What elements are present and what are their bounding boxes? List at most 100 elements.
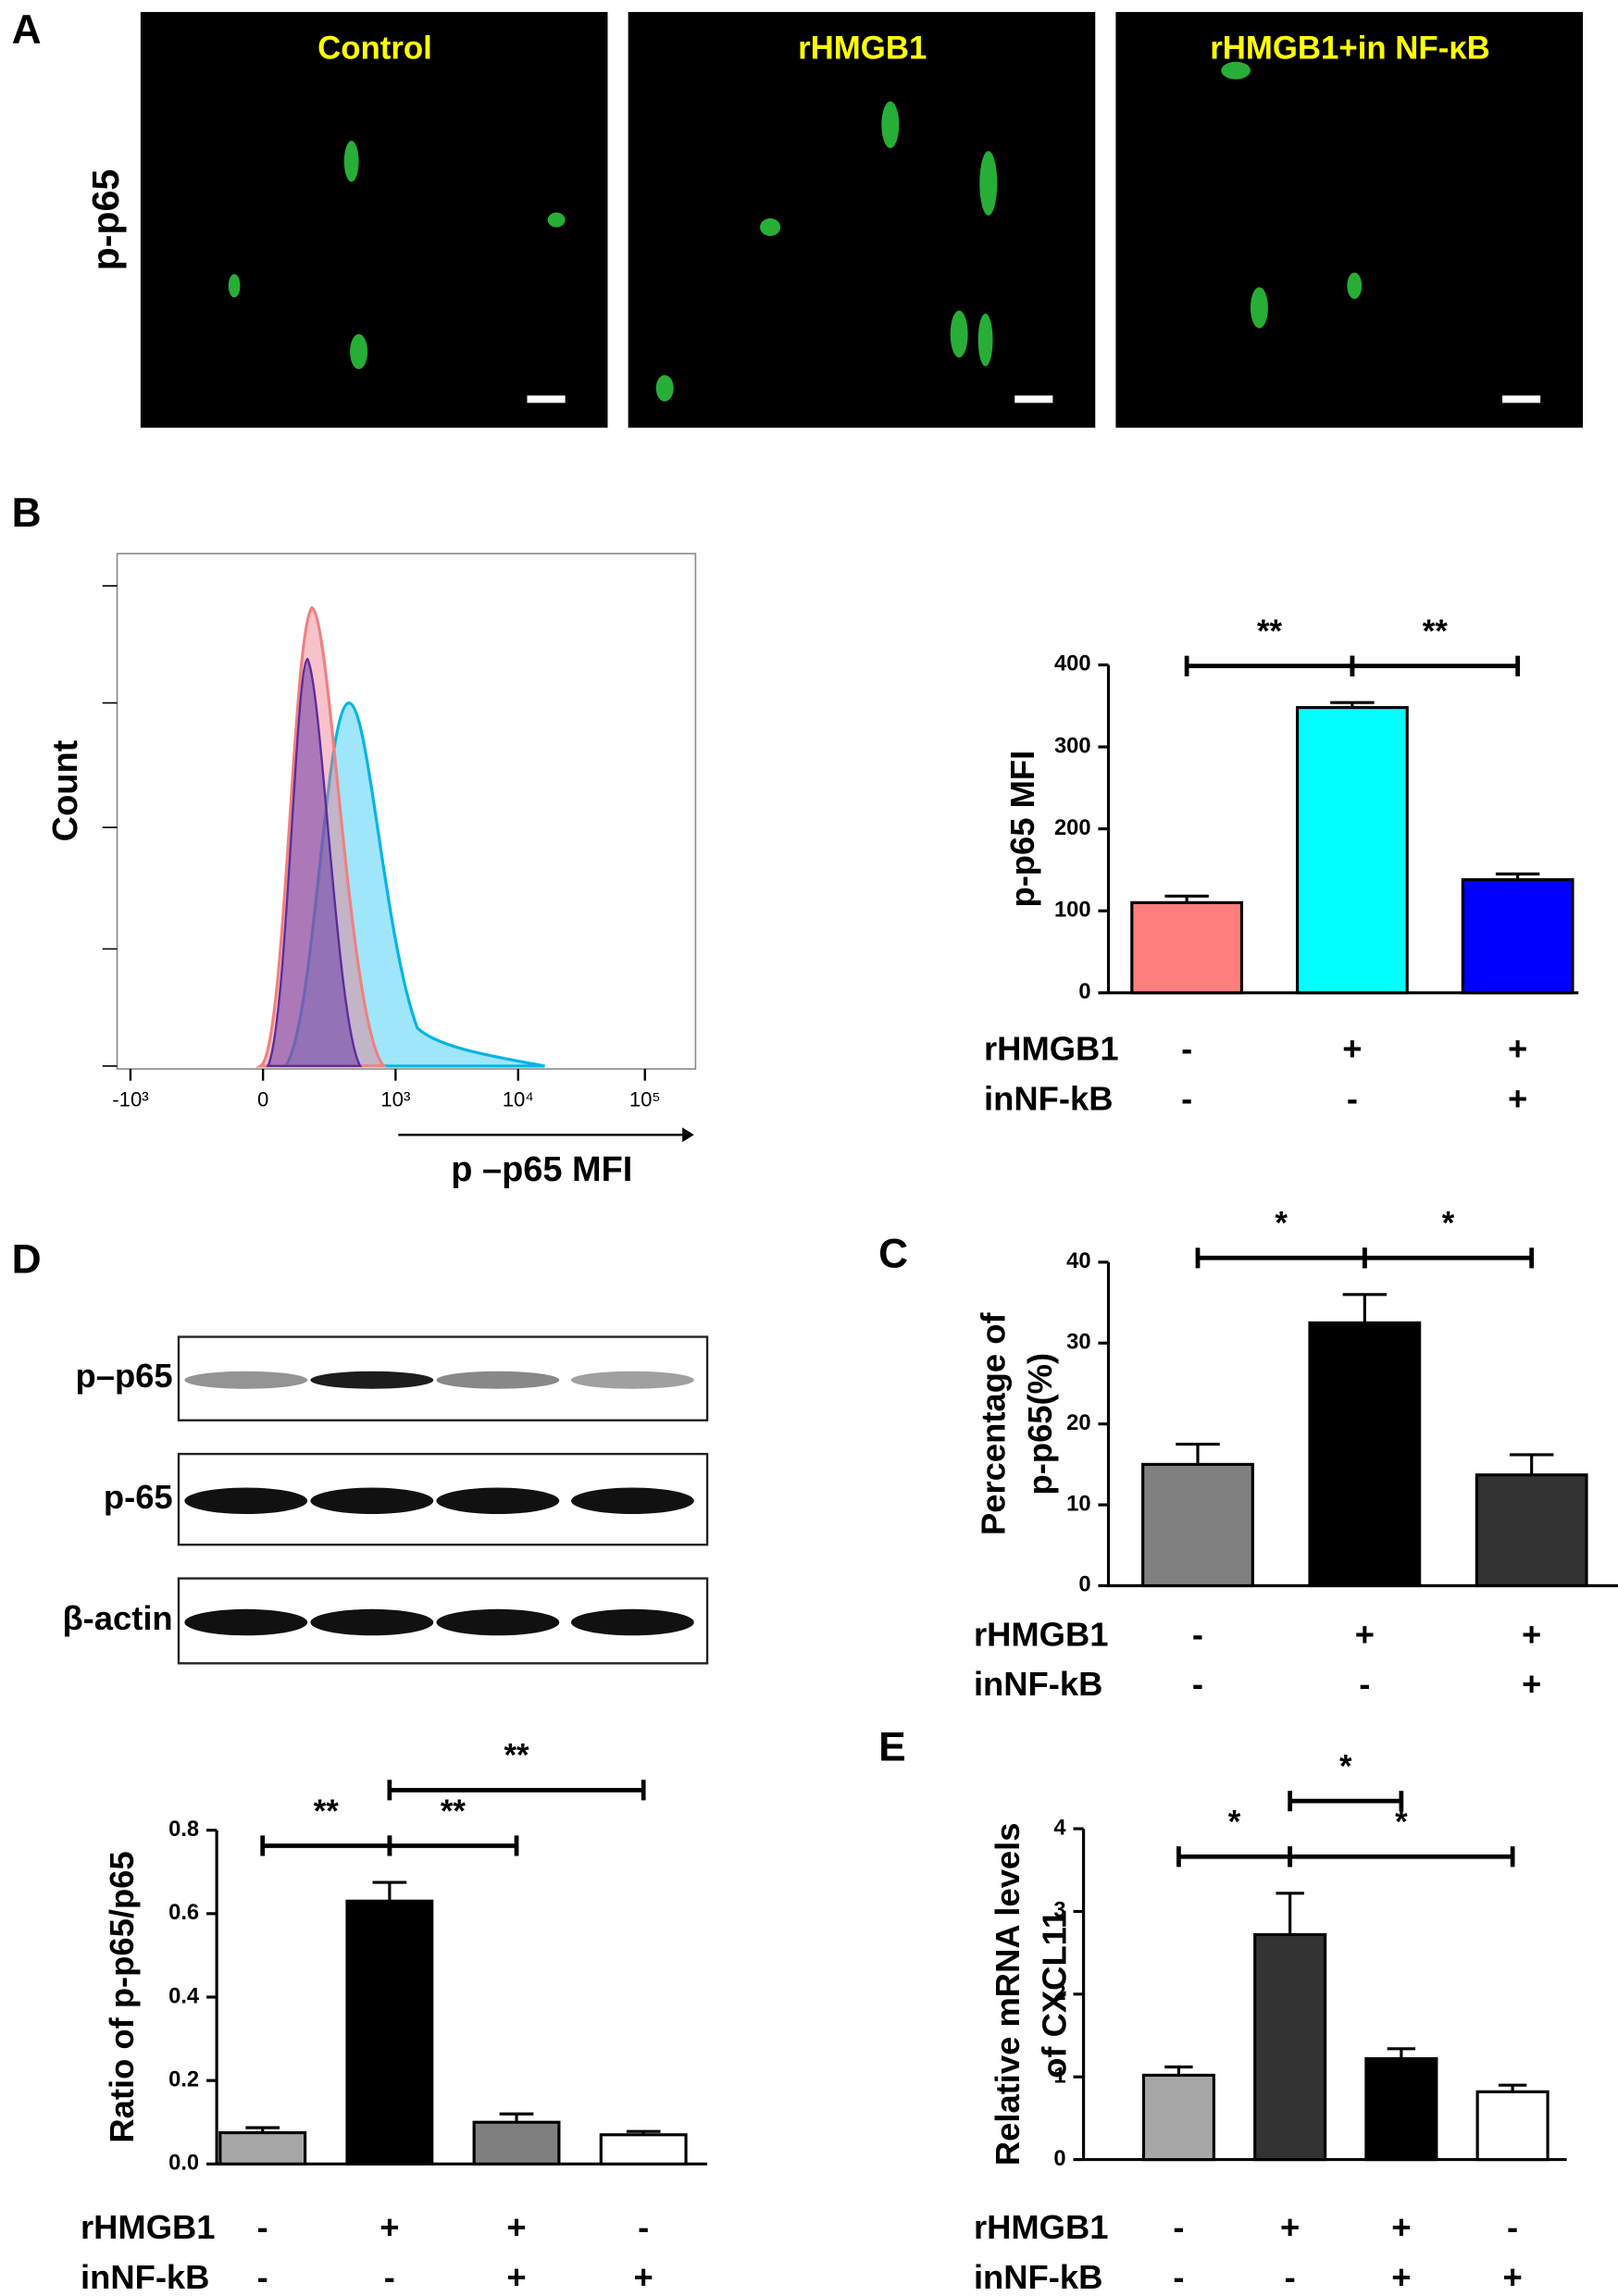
condition-value: + bbox=[1522, 1665, 1541, 1703]
y-tick-label: 0.6 bbox=[168, 1901, 199, 1925]
error-bar bbox=[1509, 1453, 1554, 1475]
scale-bar bbox=[1014, 395, 1053, 403]
bar bbox=[1461, 877, 1574, 995]
blot-band bbox=[436, 1608, 560, 1636]
significance-label: ** bbox=[1423, 614, 1449, 650]
condition-name: inNF-kB bbox=[974, 1665, 1102, 1703]
x-tick-label: -10³ bbox=[112, 1088, 148, 1111]
y-tick-label: 400 bbox=[1054, 652, 1091, 676]
significance-bracket bbox=[1195, 1247, 1367, 1269]
y-tick-label: 1 bbox=[1053, 2064, 1065, 2088]
bar bbox=[1141, 2073, 1215, 2162]
significance-label: ** bbox=[441, 1793, 467, 1830]
y-axis-label: Count bbox=[46, 739, 85, 841]
significance-label: * bbox=[1339, 1749, 1352, 1785]
significance-bracket bbox=[1362, 1247, 1535, 1269]
blot-band bbox=[184, 1371, 308, 1389]
y-tick-label: 20 bbox=[1066, 1411, 1090, 1435]
significance-bracket bbox=[1184, 655, 1355, 676]
blot-band bbox=[310, 1608, 434, 1636]
x-axis-label: p –p65 MFI bbox=[451, 1150, 632, 1189]
fluorescence-spot bbox=[343, 141, 359, 182]
significance-label: * bbox=[1228, 1805, 1241, 1841]
significance-bracket bbox=[1176, 1846, 1293, 1868]
bar bbox=[472, 2120, 561, 2166]
x-tick-label: 0 bbox=[257, 1088, 268, 1111]
fluorescence-spot bbox=[655, 375, 674, 402]
bar bbox=[1141, 1462, 1254, 1588]
image-title: rHMGB1+in NF-κB bbox=[1210, 30, 1490, 66]
condition-name: inNF-kB bbox=[974, 2258, 1102, 2296]
condition-value: + bbox=[1391, 2208, 1411, 2246]
condition-value: + bbox=[1508, 1079, 1527, 1117]
y-tick-label: 4 bbox=[1053, 1816, 1066, 1840]
condition-value: + bbox=[1522, 1615, 1541, 1653]
significance-label: ** bbox=[314, 1793, 340, 1830]
error-bar bbox=[1176, 1442, 1220, 1465]
y-axis-label: Relative mRNA levels bbox=[989, 1823, 1027, 2166]
condition-value: + bbox=[634, 2258, 653, 2296]
condition-value: - bbox=[1507, 2208, 1518, 2246]
panel-label: D bbox=[12, 1237, 42, 1283]
condition-name: inNF-kB bbox=[984, 1079, 1113, 1117]
y-tick-label: 2 bbox=[1053, 1981, 1065, 2005]
error-bar bbox=[1498, 2083, 1527, 2092]
condition-value: - bbox=[1173, 2258, 1184, 2296]
condition-name: rHMGB1 bbox=[984, 1030, 1119, 1068]
bar bbox=[1364, 2056, 1438, 2162]
significance-bracket bbox=[1288, 1791, 1404, 1812]
scale-bar bbox=[1502, 395, 1541, 403]
condition-value: + bbox=[380, 2208, 399, 2246]
y-tick-label: 0 bbox=[1053, 2147, 1065, 2171]
histogram-curves bbox=[255, 605, 545, 1068]
fluorescence-spot bbox=[977, 313, 993, 366]
significance-bracket bbox=[260, 1835, 392, 1856]
condition-value: - bbox=[1347, 1079, 1358, 1117]
fluorescence-spot bbox=[1221, 61, 1251, 80]
significance-label: ** bbox=[1257, 614, 1283, 650]
error-bar bbox=[499, 2112, 534, 2123]
blot-band bbox=[570, 1487, 694, 1514]
fluorescence-spot bbox=[350, 333, 368, 369]
micrograph-image bbox=[628, 11, 1096, 428]
plot-frame bbox=[116, 552, 697, 1070]
blot-band bbox=[184, 1487, 308, 1514]
y-tick-label: 0 bbox=[1078, 980, 1090, 1004]
x-arrow-head bbox=[682, 1127, 694, 1143]
y-tick-label: 10 bbox=[1066, 1492, 1090, 1516]
y-tick-label: 40 bbox=[1066, 1249, 1090, 1273]
fluorescence-spot bbox=[1347, 272, 1363, 299]
condition-value: - bbox=[1192, 1665, 1203, 1703]
condition-value: + bbox=[1355, 1615, 1375, 1653]
condition-value: - bbox=[1181, 1079, 1192, 1117]
image-title: rHMGB1 bbox=[798, 30, 927, 66]
condition-value: + bbox=[506, 2208, 526, 2246]
condition-value: - bbox=[638, 2208, 649, 2246]
fluorescence-spot bbox=[228, 274, 241, 298]
error-bar bbox=[1342, 1293, 1388, 1323]
bar bbox=[1475, 2090, 1550, 2162]
blot-band bbox=[570, 1608, 694, 1636]
condition-value: + bbox=[1508, 1030, 1527, 1068]
error-bar bbox=[1495, 872, 1540, 880]
bar bbox=[218, 2130, 307, 2166]
blot-band bbox=[436, 1371, 560, 1389]
error-bar bbox=[626, 2129, 661, 2135]
y-tick-label: 3 bbox=[1053, 1899, 1065, 1923]
y-tick-label: 0.2 bbox=[168, 2067, 199, 2091]
significance-label: ** bbox=[504, 1738, 529, 1774]
blot-band bbox=[310, 1487, 434, 1514]
y-tick-label: 100 bbox=[1054, 898, 1091, 922]
y-axis-label: of CXCL11 bbox=[1036, 1910, 1074, 2079]
condition-name: rHMGB1 bbox=[81, 2208, 216, 2246]
bar bbox=[1130, 900, 1244, 995]
condition-value: - bbox=[1285, 2258, 1296, 2296]
significance-label: * bbox=[1395, 1805, 1408, 1841]
blot-band bbox=[570, 1371, 694, 1389]
condition-value: + bbox=[1391, 2258, 1411, 2296]
y-tick-label: 0.8 bbox=[168, 1818, 199, 1842]
panel-label: A bbox=[12, 7, 42, 53]
panel-label: E bbox=[878, 1724, 906, 1769]
blot-row-label: β-actin bbox=[62, 1599, 172, 1637]
